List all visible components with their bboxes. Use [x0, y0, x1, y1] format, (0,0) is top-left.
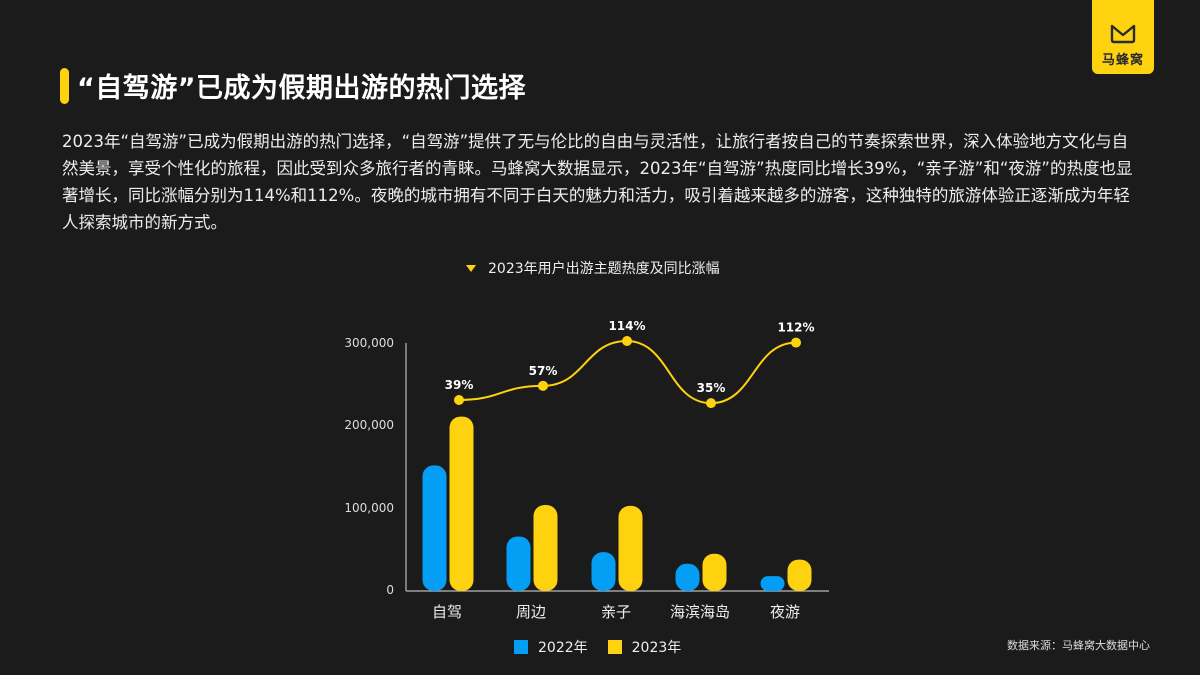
bar — [533, 505, 558, 591]
page-title: “自驾游”已成为假期出游的热门选择 — [77, 73, 526, 104]
legend-label: 2023年 — [631, 640, 682, 656]
line-point — [622, 336, 632, 346]
bar — [787, 559, 812, 591]
bar — [702, 553, 727, 591]
y-tick: 0 — [386, 583, 394, 597]
line-point — [454, 395, 464, 405]
bar — [675, 563, 700, 591]
bar-series — [422, 416, 812, 591]
growth-line-series: 39% 57% 114% 35% 112% — [445, 319, 815, 409]
y-tick: 200,000 — [344, 418, 394, 432]
bar — [506, 536, 531, 591]
y-tick: 300,000 — [344, 336, 394, 350]
triangle-down-icon — [466, 264, 476, 272]
chart-legend: 2022年 2023年 — [514, 637, 701, 657]
line-point — [706, 398, 716, 409]
m-crown-icon — [1110, 24, 1136, 44]
bar — [760, 576, 785, 591]
x-label: 夜游 — [769, 603, 800, 621]
line-point — [538, 380, 548, 391]
legend-swatch — [514, 640, 528, 654]
title-accent-bar — [60, 68, 69, 104]
legend-item-2022[interactable]: 2022年 — [514, 637, 588, 657]
body-paragraph: 2023年“自驾游”已成为假期出游的热门选择，“自驾游”提供了无与伦比的自由与灵… — [62, 132, 1133, 232]
x-label: 亲子 — [600, 603, 631, 621]
line-point-label: 114% — [608, 319, 645, 333]
x-label: 周边 — [515, 603, 546, 621]
line-point-label: 39% — [445, 378, 474, 392]
y-tick: 100,000 — [344, 501, 394, 515]
x-label: 自驾 — [431, 603, 462, 621]
line-point-label: 57% — [529, 364, 558, 378]
legend-swatch — [607, 640, 622, 654]
legend-item-2023[interactable]: 2023年 — [607, 637, 682, 657]
line-point-label: 112% — [777, 321, 814, 335]
legend-label: 2022年 — [538, 640, 588, 656]
bar — [422, 465, 447, 591]
bar — [591, 552, 616, 591]
brand-name: 马蜂窝 — [1101, 53, 1144, 68]
chart-title-text: 2023年用户出游主题热度及同比涨幅 — [488, 261, 720, 277]
data-source: 数据来源：马蜂窝大数据中心 — [1007, 639, 1150, 652]
brand-logo: 马蜂窝 — [1092, 0, 1154, 74]
line-point — [791, 337, 801, 348]
line-point-label: 35% — [697, 381, 726, 395]
bar — [618, 505, 643, 591]
x-label: 海滨海岛 — [669, 603, 730, 621]
bar — [449, 416, 474, 591]
chart-title: 2023年用户出游主题热度及同比涨幅 — [466, 258, 720, 278]
